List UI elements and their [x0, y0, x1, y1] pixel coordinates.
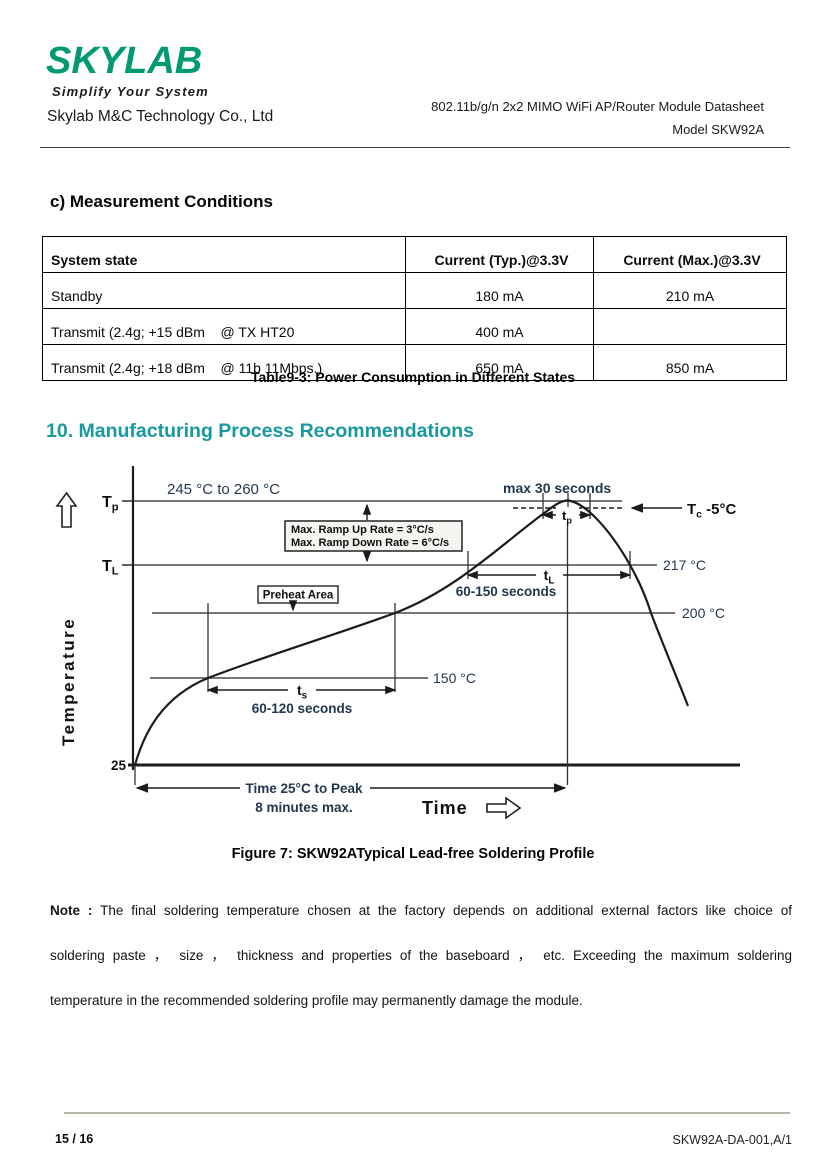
cell-state: Transmit (2.4g; +18 dBm @ 11b 11Mbps.) — [42, 344, 406, 381]
header-divider — [40, 147, 790, 148]
col-header-current-typ: Current (Typ.)@3.3V — [405, 236, 594, 273]
tp-label-bg — [556, 507, 579, 523]
table-row: Transmit (2.4g; +15 dBm @ TX HT20 400 mA — [42, 308, 787, 345]
tl-duration-seconds: 60-150 seconds — [456, 584, 557, 599]
tp-axis-label: Tp — [102, 494, 119, 514]
label-217c: 217 °C — [663, 557, 706, 573]
table-header-row: System state Current (Typ.)@3.3V Current… — [42, 236, 787, 273]
tl-duration-label: tL — [544, 567, 555, 587]
col-header-system-state: System state — [42, 236, 406, 273]
cell-max: 210 mA — [593, 272, 787, 309]
skylab-logo: SKYLAB — [46, 40, 203, 82]
tc-label: Tc -5°C — [687, 501, 737, 521]
time-to-peak-limit: 8 minutes max. — [255, 800, 353, 815]
ts-duration-label: ts — [297, 682, 308, 702]
ramp-rate-box — [284, 520, 463, 552]
table-caption: Table9-3: Power Consumption in Different… — [250, 369, 576, 385]
company-name: Skylab M&C Technology Co., Ltd — [47, 108, 274, 125]
document-title: 802.11b/g/n 2x2 MIMO WiFi AP/Router Modu… — [431, 99, 764, 114]
time-axis-label: Time — [422, 798, 468, 818]
table-row: Standby 180 mA 210 mA — [42, 272, 787, 309]
power-consumption-table: System state Current (Typ.)@3.3V Current… — [42, 236, 787, 381]
cell-typ: 650 mA — [405, 344, 594, 381]
document-title-block: 802.11b/g/n 2x2 MIMO WiFi AP/Router Modu… — [431, 95, 764, 141]
document-reference: SKW92A-DA-001,A/1 — [672, 1133, 793, 1147]
section-heading-manufacturing-process: 10. Manufacturing Process Recommendation… — [46, 420, 475, 442]
preheat-box — [257, 585, 339, 604]
logo-tagline: Simplify Your System — [52, 84, 209, 99]
cell-max: 850 mA — [593, 344, 787, 381]
note-line: temperature in the recommended soldering… — [50, 993, 583, 1008]
note-line: Note : The final soldering temperature c… — [50, 888, 792, 933]
cell-state: Standby — [42, 272, 406, 309]
origin-25-label: 25 — [111, 758, 127, 773]
page-number: 15 / 16 — [55, 1132, 94, 1146]
cell-max — [593, 308, 787, 345]
note-paragraph: Note : The final soldering temperature c… — [50, 888, 792, 1023]
peak-duration-label: max 30 seconds — [503, 480, 611, 496]
time-to-peak-label: Time 25°C to Peak — [246, 781, 363, 796]
tl-axis-label: TL — [102, 558, 119, 578]
tp-duration-label: tp — [562, 508, 572, 526]
section-heading-measurement-conditions: c) Measurement Conditions — [50, 192, 273, 211]
note-label: Note : — [50, 903, 93, 918]
tl-label-bg — [536, 566, 563, 583]
ramp-down-label: Max. Ramp Down Rate = 6°C/s — [291, 537, 449, 549]
table-row: Transmit (2.4g; +18 dBm @ 11b 11Mbps.) 6… — [42, 344, 787, 381]
ramp-up-label: Max. Ramp Up Rate = 3°C/s — [291, 524, 434, 536]
preheat-label: Preheat Area — [263, 590, 334, 602]
temperature-axis-label: Temperature — [59, 617, 78, 746]
note-text: The final soldering temperature chosen a… — [100, 903, 793, 918]
right-arrow-icon — [486, 796, 522, 820]
cell-state: Transmit (2.4g; +15 dBm @ TX HT20 — [42, 308, 406, 345]
ts-duration-seconds: 60-120 seconds — [252, 701, 353, 716]
label-150c: 150 °C — [433, 670, 476, 686]
figure-caption: Figure 7: SKW92ATypical Lead-free Solder… — [231, 846, 595, 862]
cell-typ: 400 mA — [405, 308, 594, 345]
cell-typ: 180 mA — [405, 272, 594, 309]
soldering-profile-figure: Max. Ramp Up Rate = 3°C/s Max. Ramp Down… — [55, 466, 740, 820]
model-number: Model SKW92A — [672, 122, 764, 137]
ts-label-bg — [288, 681, 316, 698]
peak-range-label: 245 °C to 260 °C — [167, 481, 280, 498]
up-arrow-icon — [55, 491, 78, 528]
footer-divider — [64, 1112, 790, 1114]
note-line: soldering paste ， size ， thickness and p… — [50, 948, 792, 963]
col-header-current-max: Current (Max.)@3.3V — [593, 236, 787, 273]
label-200c: 200 °C — [682, 605, 725, 621]
